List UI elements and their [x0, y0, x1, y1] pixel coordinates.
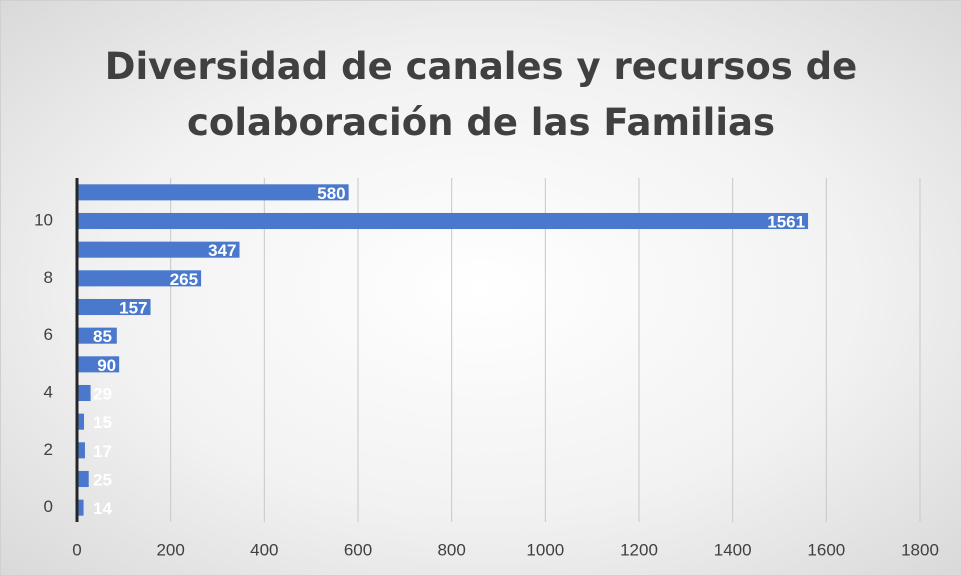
bar	[77, 327, 117, 344]
y-tick-label: 6	[44, 325, 53, 344]
bar	[77, 413, 85, 430]
bar	[77, 212, 809, 230]
bar	[77, 270, 202, 287]
bar	[77, 499, 84, 516]
x-tick-label: 1400	[714, 540, 752, 559]
value-label: 15	[93, 413, 112, 432]
value-label: 1561	[767, 212, 805, 231]
x-tick-label: 400	[250, 540, 278, 559]
bar	[77, 298, 151, 316]
x-tick-label: 200	[156, 540, 184, 559]
bar	[77, 184, 349, 201]
x-tick-label: 800	[437, 540, 465, 559]
x-tick-label: 1200	[620, 540, 658, 559]
y-tick-label: 8	[44, 268, 53, 287]
value-label: 580	[317, 184, 345, 203]
value-label: 347	[208, 241, 236, 260]
x-tick-label: 0	[72, 540, 81, 559]
x-tick-label: 1800	[901, 540, 939, 559]
y-tick-label: 0	[44, 497, 53, 516]
y-tick-label: 2	[44, 440, 53, 459]
value-label: 90	[97, 356, 116, 375]
chart-title: Diversidad de canales y recursos de cola…	[104, 45, 858, 144]
bar	[77, 442, 85, 459]
value-label: 25	[93, 470, 112, 489]
value-label: 157	[119, 298, 147, 317]
bar	[77, 470, 89, 488]
value-label: 265	[170, 270, 198, 289]
value-label: 14	[93, 499, 112, 518]
bar	[77, 241, 240, 258]
y-tick-label: 10	[34, 210, 53, 229]
x-tick-label: 1600	[807, 540, 845, 559]
x-tick-label: 600	[344, 540, 372, 559]
value-label: 85	[93, 327, 112, 346]
bar	[77, 356, 120, 373]
value-label: 29	[93, 384, 112, 403]
bar	[77, 384, 91, 402]
x-tick-label: 1000	[526, 540, 564, 559]
y-tick-label: 4	[44, 382, 53, 401]
value-label: 17	[93, 442, 112, 461]
